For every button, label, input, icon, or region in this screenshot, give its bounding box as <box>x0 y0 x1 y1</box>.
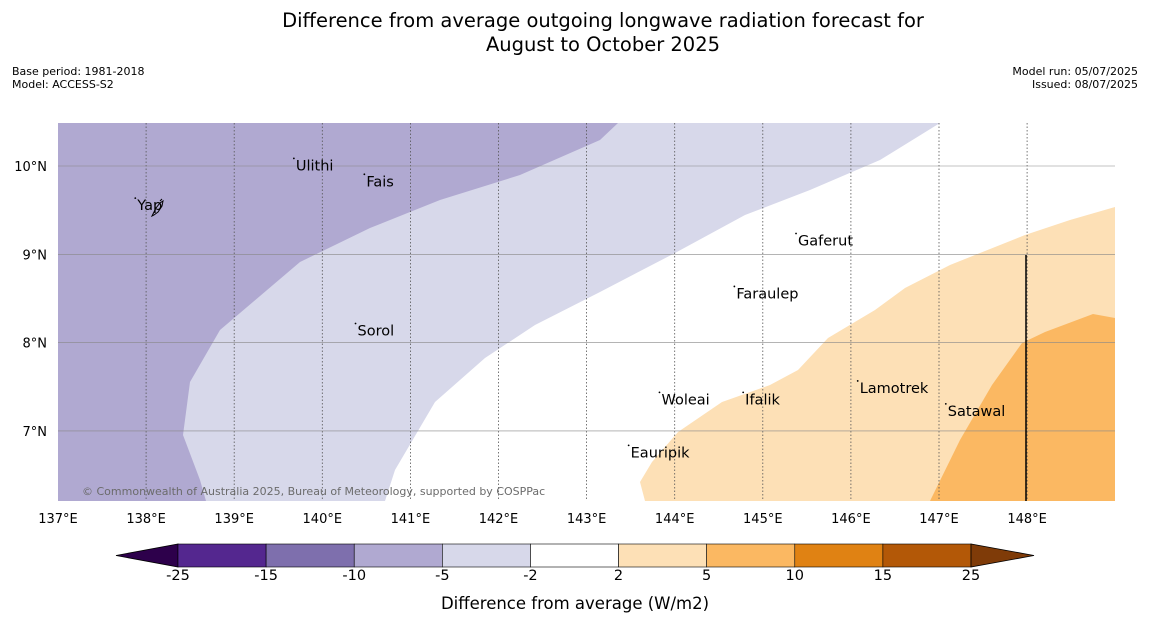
copyright-text: © Commonwealth of Australia 2025, Bureau… <box>82 485 545 498</box>
lon-tick-label: 143°E <box>567 512 607 527</box>
place-label: Sorol <box>358 324 395 340</box>
lat-tick-label: 8°N <box>23 337 48 352</box>
title-line-2: August to October 2025 <box>485 33 721 56</box>
lon-tick-label: 140°E <box>303 512 343 527</box>
colorbar-tick-label: -2 <box>523 568 538 584</box>
lon-tick-label: 146°E <box>831 512 871 527</box>
colorbar-bin <box>530 543 619 568</box>
place-label: Satawal <box>948 404 1005 420</box>
place-marker <box>658 391 661 394</box>
place-marker <box>354 322 357 325</box>
lon-tick-label: 142°E <box>479 512 519 527</box>
colorbar-tick-label: -10 <box>342 568 367 584</box>
title-line-1: Difference from average outgoing longwav… <box>282 9 924 32</box>
lon-tick-label: 148°E <box>1007 512 1047 527</box>
colorbar-bin <box>265 543 355 568</box>
colorbar-extend-high <box>970 543 1035 568</box>
tick-labels: 137°E 138°E 139°E 140°E 141°E 142°E 143°E 144°E… <box>14 160 1047 527</box>
place-marker <box>733 285 736 288</box>
colorbar-tick-label: 10 <box>785 568 804 584</box>
colorbar-bin <box>618 543 707 568</box>
issued-text: Issued: 08/07/2025 <box>1031 78 1138 91</box>
place-label: Eauripik <box>631 445 690 461</box>
place-label: Ifalik <box>745 392 780 408</box>
colorbar-bin <box>794 543 884 568</box>
place-marker <box>795 232 797 235</box>
place-labels: Yap Ulithi Fais Gaferut Faraulep Sorol Lamotre… <box>134 157 1005 461</box>
place-label: Fais <box>366 174 393 190</box>
colorbar-tick-label: -25 <box>166 568 190 584</box>
place-label: Yap <box>136 198 162 214</box>
colorbar-bin <box>882 543 972 568</box>
lon-tick-label: 144°E <box>655 512 695 527</box>
colorbar-bin <box>177 543 267 568</box>
colorbar-tick-label: -5 <box>435 568 450 584</box>
lon-tick-label: 138°E <box>126 512 166 527</box>
lon-tick-label: 141°E <box>391 512 431 527</box>
lat-tick-label: 10°N <box>14 160 47 175</box>
base-period-text: Base period: 1981-2018 <box>12 65 145 78</box>
colorbar-extend-low <box>115 543 179 568</box>
lat-tick-label: 9°N <box>23 248 48 263</box>
map-title: Difference from average outgoing longwav… <box>0 9 1150 57</box>
meta-right: Model run: 05/07/2025 Issued: 08/07/2025 <box>1012 65 1138 91</box>
place-label: Lamotrek <box>860 381 929 397</box>
model-text: Model: ACCESS-S2 <box>12 78 114 91</box>
colorbar-tick-label: 2 <box>613 568 624 584</box>
place-label: Faraulep <box>736 286 798 302</box>
colorbar-tick-label: 5 <box>702 568 712 584</box>
colorbar-bin <box>706 543 796 568</box>
lon-tick-label: 137°E <box>38 512 78 527</box>
place-label: Gaferut <box>798 233 853 249</box>
place-marker <box>944 402 947 405</box>
model-run-text: Model run: 05/07/2025 <box>1012 65 1138 78</box>
colorbar-tick-label: 25 <box>961 568 981 584</box>
yap-island-shape <box>150 198 164 218</box>
place-marker <box>134 197 137 200</box>
place-marker <box>292 157 295 160</box>
gridlines <box>58 123 1115 501</box>
lon-tick-label: 147°E <box>919 512 959 527</box>
lon-tick-label: 139°E <box>214 512 254 527</box>
colorbar-title: Difference from average (W/m2) <box>440 594 710 613</box>
lat-tick-label: 7°N <box>23 425 48 440</box>
place-marker <box>742 391 745 394</box>
colorbar-tick-label: 15 <box>873 568 893 584</box>
place-label: Ulithi <box>296 158 334 174</box>
fill-medium-purple <box>58 123 618 501</box>
colorbar-tick-label: -15 <box>254 568 278 584</box>
colorbar-bin <box>353 543 443 568</box>
colorbar <box>115 543 1035 568</box>
fill-medium-orange <box>930 314 1115 501</box>
place-label: Woleai <box>661 392 709 408</box>
lon-tick-label: 145°E <box>743 512 783 527</box>
meta-left: Base period: 1981-2018 Model: ACCESS-S2 <box>12 65 144 91</box>
colorbar-bin <box>442 543 531 568</box>
place-marker <box>627 444 630 447</box>
place-marker <box>856 380 859 382</box>
place-marker <box>363 173 366 176</box>
